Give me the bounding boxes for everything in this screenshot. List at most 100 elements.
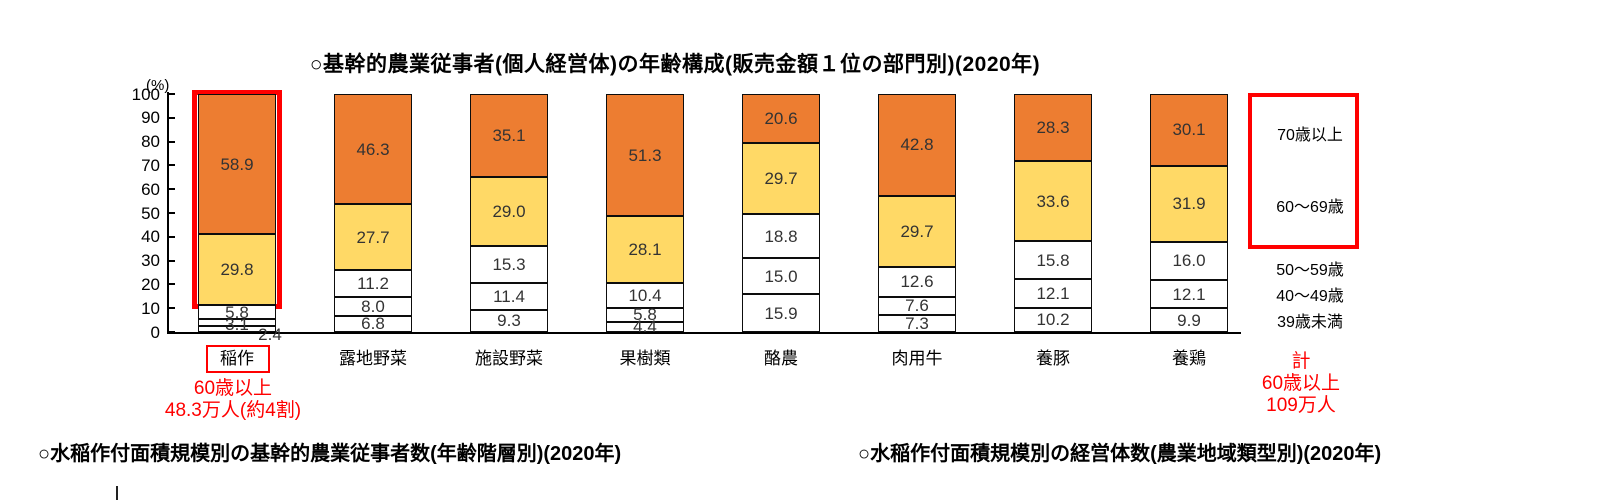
bar-segment-39歳未満 <box>1014 307 1092 332</box>
bar-segment-50〜59歳 <box>1150 241 1228 280</box>
bar-segment-70歳以上 <box>334 94 412 205</box>
bar-segment-70歳以上 <box>198 94 276 235</box>
bar-segment-70歳以上 <box>1014 94 1092 162</box>
bar-value-label: 9.9 <box>1177 310 1201 330</box>
y-tick-label: 30 <box>141 251 160 271</box>
y-tick-label: 10 <box>141 298 160 318</box>
bar-segment-40〜49歳 <box>1150 279 1228 309</box>
bar-segment-60〜69歳 <box>606 216 684 283</box>
y-tick-label: 0 <box>150 322 160 342</box>
bar-value-label: 5.8 <box>225 302 249 322</box>
legend-item-40〜49歳: 40〜49歳 <box>1276 288 1344 305</box>
bar-segment-40〜49歳 <box>742 258 820 295</box>
y-axis-unit-label: (%) <box>146 77 170 94</box>
category-label-肉用牛: 肉用牛 <box>891 349 943 368</box>
bar-value-label: 9.3 <box>497 311 521 331</box>
bar-segment-50〜59歳 <box>334 270 412 297</box>
y-tick-label: 90 <box>141 108 160 128</box>
y-tick-label: 50 <box>141 203 160 223</box>
bar-value-label: 4.4 <box>633 317 657 337</box>
y-tick-mark <box>167 212 175 214</box>
bar-segment-50〜59歳 <box>470 246 548 283</box>
y-tick-mark <box>167 307 175 310</box>
bar-segment-50〜59歳 <box>742 213 820 259</box>
y-tick-label: 70 <box>141 155 160 175</box>
y-tick-mark <box>167 164 175 167</box>
y-tick-label: 100 <box>131 84 160 104</box>
bar-segment-60〜69歳 <box>878 195 956 267</box>
bar-segment-70歳以上 <box>1150 94 1228 166</box>
y-tick-label: 40 <box>141 227 160 247</box>
bar-value-label: 15.3 <box>492 255 526 275</box>
bar-value-label: 27.7 <box>356 227 390 247</box>
bar-value-label: 3.1 <box>225 315 249 335</box>
rice-annotation-line: 60歳以上 <box>193 378 273 399</box>
category-label-露地野菜: 露地野菜 <box>339 349 407 368</box>
category-label-果樹類: 果樹類 <box>619 349 671 368</box>
bar-value-label: 30.1 <box>1172 120 1206 140</box>
bar-value-label: 20.6 <box>764 109 798 128</box>
x-axis-line <box>167 332 1241 334</box>
bar-segment-40〜49歳 <box>606 307 684 322</box>
bar-value-label: 35.1 <box>492 126 526 146</box>
legend-item-70歳以上: 70歳以上 <box>1277 127 1343 144</box>
bar-value-label: 15.8 <box>1036 250 1070 270</box>
y-tick-mark <box>167 331 175 333</box>
y-tick-mark <box>167 116 175 119</box>
bar-value-label: 6.8 <box>361 314 385 334</box>
bar-segment-39歳未満 <box>606 321 684 332</box>
y-tick-mark <box>167 93 175 95</box>
bar-value-label: 12.6 <box>900 272 934 292</box>
rice-annotation: 60歳以上 48.3万人(約4割) <box>133 378 333 422</box>
bar-segment-60〜69歳 <box>334 204 412 271</box>
category-label-稲作: 稲作 <box>220 349 254 368</box>
legend-item-50〜59歳: 50〜59歳 <box>1276 262 1344 279</box>
category-label-酪農: 酪農 <box>764 349 798 368</box>
bar-segment-60〜69歳 <box>742 143 820 214</box>
bar-segment-40〜49歳 <box>1014 278 1092 308</box>
bar-value-label: 12.1 <box>1036 283 1070 303</box>
bar-value-label: 58.9 <box>220 154 254 174</box>
y-tick-mark <box>167 283 175 286</box>
bar-value-label: 11.4 <box>493 286 525 306</box>
bar-value-label: 10.4 <box>628 285 662 305</box>
bar-segment-39歳未満 <box>334 315 412 332</box>
y-tick-mark <box>167 140 175 143</box>
y-tick-label: 80 <box>141 132 160 152</box>
legend-item-39歳未満: 39歳未満 <box>1277 314 1343 331</box>
bar-value-label: 11.2 <box>357 273 389 293</box>
bar-segment-50〜59歳 <box>1014 241 1092 279</box>
bar-segment-39歳未満 <box>1150 308 1228 332</box>
bar-segment-70歳以上 <box>878 94 956 196</box>
bar-segment-70歳以上 <box>742 94 820 144</box>
bar-segment-40〜49歳 <box>334 296 412 316</box>
bar-segment-60〜69歳 <box>470 177 548 247</box>
bar-value-label: 31.9 <box>1172 194 1206 214</box>
y-tick-label: 60 <box>141 179 160 199</box>
bar-value-label: 2.4 <box>258 324 282 344</box>
y-tick-label: 20 <box>141 274 160 294</box>
y-tick-mark <box>167 188 175 191</box>
bar-value-label: 18.8 <box>764 226 798 246</box>
bar-segment-60〜69歳 <box>1014 161 1092 242</box>
bar-segment-39歳未満 <box>742 294 820 332</box>
bar-value-label: 15.9 <box>764 303 798 323</box>
bar-segment-50〜59歳 <box>878 266 956 297</box>
category-label-施設野菜: 施設野菜 <box>475 349 543 368</box>
total-annotation-line: 60歳以上 <box>1261 373 1341 394</box>
bar-value-label: 28.1 <box>628 240 662 260</box>
bar-value-label: 29.8 <box>220 260 254 280</box>
bar-segment-39歳未満 <box>198 326 276 332</box>
bar-segment-39歳未満 <box>878 314 956 332</box>
rice-annotation-line: 48.3万人(約4割) <box>164 400 302 421</box>
bar-value-label: 42.8 <box>900 135 934 155</box>
y-tick-mark <box>167 259 175 262</box>
legend-item-60〜69歳: 60〜69歳 <box>1276 199 1344 216</box>
bar-segment-70歳以上 <box>606 94 684 217</box>
bar-segment-40〜49歳 <box>878 296 956 315</box>
bottom-heading-right: ○水稲作付面積規模別の経営体数(農業地域類型別)(2020年) <box>858 443 1382 465</box>
bar-value-label: 5.8 <box>633 305 657 325</box>
bar-value-label: 29.7 <box>764 168 798 188</box>
